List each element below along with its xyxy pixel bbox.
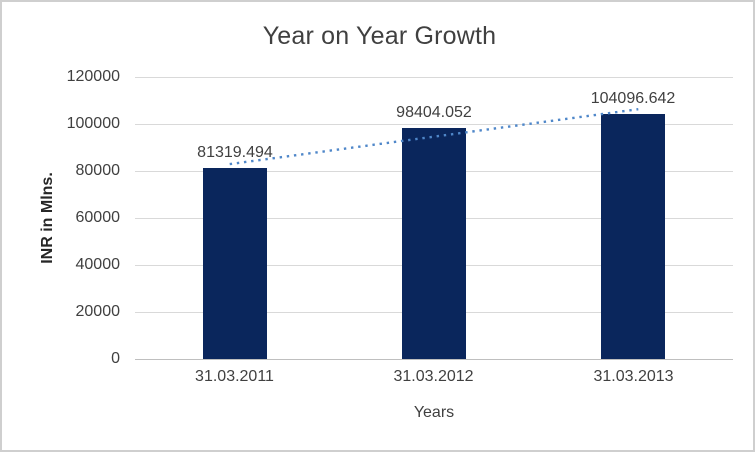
y-tick-label: 120000 <box>66 68 120 85</box>
chart-title: Year on Year Growth <box>262 22 497 50</box>
y-tick-label: 80000 <box>75 162 121 179</box>
gridline <box>135 77 733 78</box>
y-tick-label: 100000 <box>66 115 120 132</box>
bar-31.03.2011 <box>203 168 267 359</box>
x-axis-line <box>135 359 733 360</box>
y-tick-label: 0 <box>111 350 120 367</box>
data-label: 98404.052 <box>396 104 472 121</box>
bar-31.03.2012 <box>402 128 466 359</box>
y-tick-label: 40000 <box>75 256 121 273</box>
x-tick-label: 31.03.2013 <box>593 368 674 385</box>
x-tick-label: 31.03.2011 <box>195 368 274 385</box>
data-label: 81319.494 <box>197 144 273 161</box>
y-tick-label: 20000 <box>75 303 121 320</box>
y-tick-label: 60000 <box>75 209 121 226</box>
x-axis-title: Years <box>413 404 455 421</box>
data-label: 104096.642 <box>590 90 676 107</box>
bar-31.03.2013 <box>601 114 665 359</box>
x-tick-label: 31.03.2012 <box>393 368 474 385</box>
